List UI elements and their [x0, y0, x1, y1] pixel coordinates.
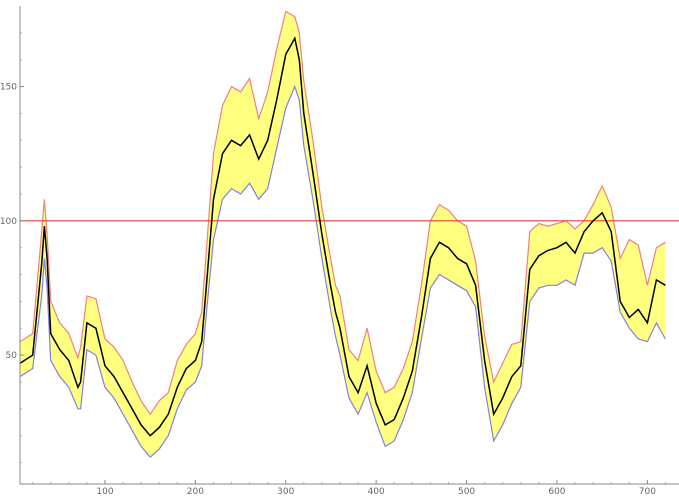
- x-tick-label: 700: [639, 487, 656, 497]
- x-tick-label: 500: [458, 487, 475, 497]
- lower-bound-line: [19, 84, 666, 458]
- x-tick-label: 300: [277, 487, 294, 497]
- y-tick-label: 150: [0, 83, 17, 93]
- y-tick-label: 50: [6, 351, 18, 361]
- confidence-band-area: [20, 11, 666, 458]
- y-axis-ticks: 50 100 150: [0, 32, 24, 464]
- x-axis-ticks: 100 200 300 400 500 600 700: [32, 480, 666, 497]
- x-tick-label: 100: [96, 487, 113, 497]
- x-tick-label: 200: [187, 487, 204, 497]
- median-line: [19, 36, 666, 437]
- upper-bound-line: [19, 10, 666, 416]
- x-tick-label: 400: [368, 487, 385, 497]
- x-tick-label: 600: [548, 487, 565, 497]
- y-tick-label: 100: [0, 217, 17, 227]
